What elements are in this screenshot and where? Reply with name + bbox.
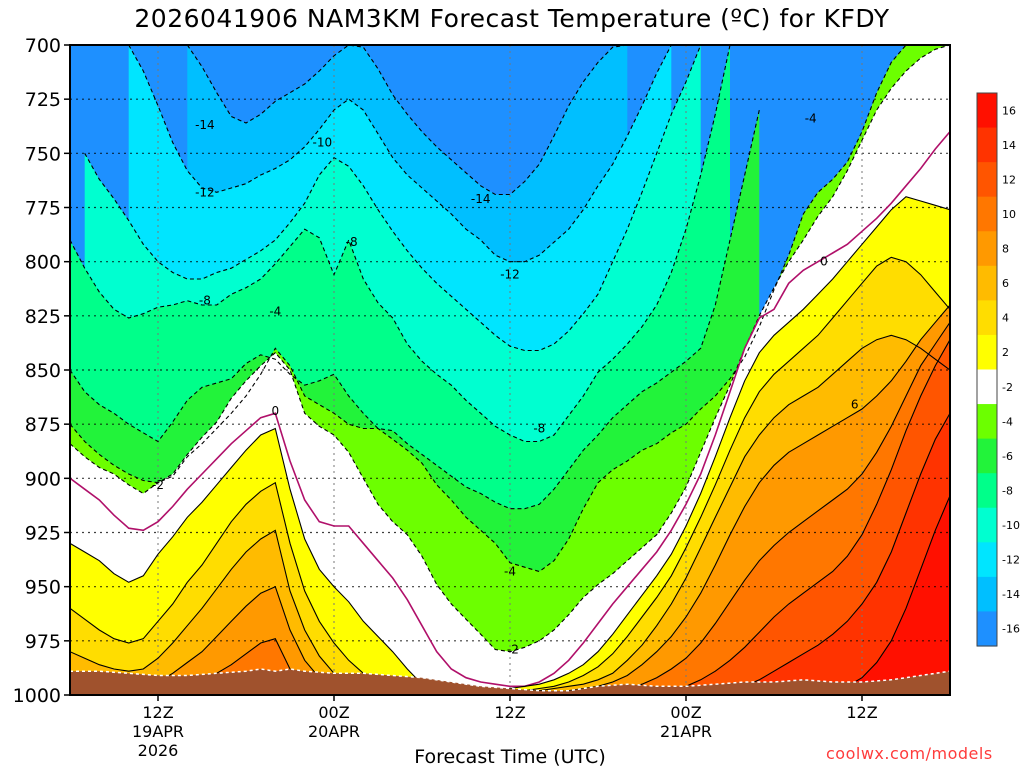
colorbar-tick-label: 8: [1002, 243, 1009, 256]
colorbar-cell: [977, 231, 997, 267]
colorbar-tick-label: 6: [1002, 277, 1009, 290]
contour-label: -4: [504, 565, 516, 579]
colorbar-tick-label: 10: [1002, 208, 1016, 221]
contour-label: -2: [152, 478, 164, 492]
colorbar-cell: [977, 473, 997, 509]
colorbar-tick-label: -6: [1002, 450, 1013, 463]
x-axis-title: Forecast Time (UTC): [414, 746, 606, 768]
contour-label: -8: [346, 235, 358, 249]
grid-lines: [70, 45, 950, 695]
y-tick-label: 950: [25, 577, 61, 599]
colorbar-tick-label: 16: [1002, 104, 1016, 117]
y-tick-label: 750: [25, 143, 61, 165]
isotherm--8: [70, 45, 731, 443]
colorbar-tick-label: 14: [1002, 139, 1016, 152]
ground-edge: [70, 668, 950, 692]
contour-label: -8: [533, 422, 545, 436]
y-tick-label: 925: [25, 523, 61, 545]
contour-label: -14: [471, 192, 491, 206]
colorbar-cell: [977, 265, 997, 301]
colorbar: 16 14 12 10 8 6 4 2 -2 -4 -6 -8 -10 -12 -14 -16: [976, 92, 1020, 647]
x-tick-label: 12Z: [142, 703, 173, 722]
isotherm--6: [70, 109, 760, 510]
colorbar-cell: [977, 127, 997, 163]
x-tick-label: 12Z: [494, 703, 525, 722]
colorbar-cell: [977, 404, 997, 440]
ground-fill: [70, 669, 950, 695]
contour-label: -12: [195, 185, 215, 199]
colorbar-tick-label: -14: [1002, 588, 1020, 601]
colorbar-tick-label: -2: [1002, 381, 1013, 394]
contour-label: -4: [269, 305, 281, 319]
y-tick-label: 825: [25, 306, 61, 328]
colorbar-tick-label: -4: [1002, 415, 1013, 428]
y-axis: 700 725 750 775 800 825 850 875 900 925 950 975 1000: [13, 35, 70, 707]
colorbar-cell: [977, 196, 997, 232]
y-tick-label: 700: [25, 35, 61, 57]
colorbar-cell: [977, 438, 997, 474]
x-tick-label: 12Z: [846, 703, 877, 722]
x-tick-date: 20APR: [308, 722, 360, 741]
x-tick-label: 00Z: [670, 703, 701, 722]
colorbar-cell: [977, 542, 997, 578]
y-tick-label: 875: [25, 414, 61, 436]
colorbar-tick-label: 12: [1002, 173, 1016, 186]
x-tick-date: 19APR: [132, 722, 184, 741]
colorbar-tick-label: -10: [1002, 519, 1020, 532]
colorbar-tick-label: -16: [1002, 623, 1020, 636]
colorbar-tick-label: -12: [1002, 554, 1020, 567]
y-tick-label: 900: [25, 468, 61, 490]
colorbar-cell: [977, 300, 997, 336]
colorbar-cell: [977, 576, 997, 613]
x-tick-label: 00Z: [318, 703, 349, 722]
contour-label: -14: [195, 118, 215, 132]
colorbar-tick-label: -8: [1002, 485, 1013, 498]
colorbar-cell: [977, 507, 997, 543]
band-8: [70, 305, 950, 695]
y-tick-label: 800: [25, 252, 61, 274]
temperature-bands: [70, 45, 950, 695]
chart-title: 2026041906 NAM3KM Forecast Temperature (…: [134, 4, 890, 33]
band-14: [70, 413, 950, 695]
contour-label: -2: [507, 643, 519, 657]
y-tick-label: 1000: [13, 685, 61, 707]
x-tick-date: 21APR: [660, 722, 712, 741]
isotherm--4: [70, 45, 950, 573]
contour-label: 0: [271, 404, 279, 418]
contour-label: -4: [805, 112, 817, 126]
colorbar-cell: [977, 93, 997, 129]
y-tick-label: 850: [25, 360, 61, 382]
contour-labels: -14 -12 -8 -10 -8 -4 0 -2 -14 -12 -8 -4 -2 -4 0 6: [152, 112, 859, 657]
y-tick-label: 775: [25, 198, 61, 220]
isotherm--14: [186, 45, 628, 196]
colorbar-cell: [977, 162, 997, 198]
y-tick-label: 975: [25, 631, 61, 653]
colorbar-tick-label: 4: [1002, 312, 1009, 325]
colorbar-cell: [977, 611, 997, 647]
contour-label: -12: [500, 268, 520, 282]
colorbar-frame: [976, 92, 998, 647]
isotherm--12: [128, 45, 672, 263]
source-credit: coolwx.com/models: [826, 744, 993, 763]
contour-label: -10: [312, 136, 332, 150]
contour-label: -8: [199, 294, 211, 308]
colorbar-cell: [977, 334, 997, 371]
contour-label: 0: [820, 255, 828, 269]
ground-surface: [70, 668, 950, 695]
isotherm--2: [70, 45, 950, 653]
colorbar-cell: [977, 369, 997, 405]
contour-label: 6: [851, 398, 859, 412]
isotherm--10: [84, 45, 702, 352]
y-tick-label: 725: [25, 89, 61, 111]
isotherm-0: [70, 131, 950, 688]
colorbar-tick-label: 2: [1002, 346, 1009, 359]
x-tick-year: 2026: [138, 741, 179, 760]
